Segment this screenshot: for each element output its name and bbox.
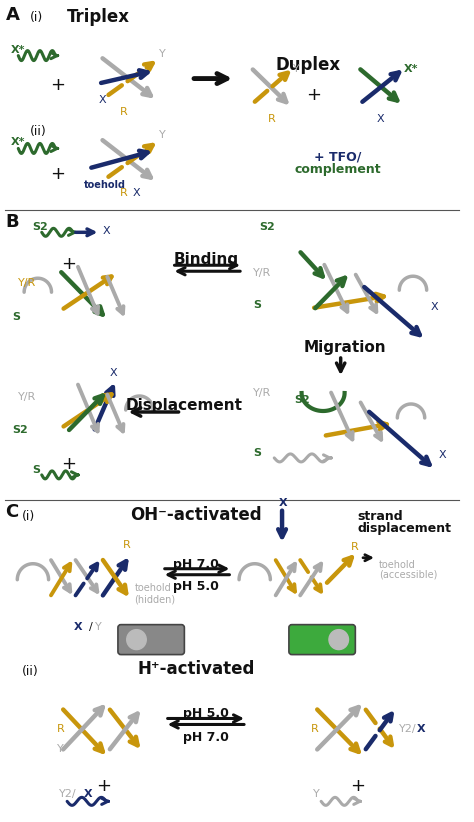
Text: X: X bbox=[102, 226, 110, 236]
Text: X: X bbox=[84, 789, 92, 799]
Text: X: X bbox=[99, 95, 106, 104]
Text: R: R bbox=[123, 540, 130, 550]
Text: A: A bbox=[6, 6, 19, 24]
FancyBboxPatch shape bbox=[118, 625, 184, 654]
Text: R: R bbox=[267, 113, 275, 123]
Text: R: R bbox=[120, 188, 128, 198]
Text: +: + bbox=[62, 455, 77, 473]
Text: Y: Y bbox=[293, 63, 300, 74]
Text: Y: Y bbox=[159, 48, 166, 58]
Text: toehold: toehold bbox=[135, 583, 171, 593]
Text: Y2/: Y2/ bbox=[399, 724, 417, 735]
Text: X*: X* bbox=[10, 44, 25, 54]
Text: OH⁻-activated: OH⁻-activated bbox=[130, 506, 262, 524]
Text: /: / bbox=[89, 621, 92, 631]
Text: +: + bbox=[50, 76, 65, 94]
Circle shape bbox=[329, 630, 348, 649]
Text: X: X bbox=[110, 368, 118, 378]
Text: X: X bbox=[417, 724, 426, 735]
Text: H⁺-activated: H⁺-activated bbox=[137, 659, 255, 677]
Text: S2: S2 bbox=[32, 222, 48, 233]
Text: X: X bbox=[377, 113, 384, 123]
Text: OFF: OFF bbox=[148, 635, 172, 644]
Text: X*: X* bbox=[404, 63, 419, 74]
Text: Binding: Binding bbox=[173, 252, 238, 267]
Text: Y/R: Y/R bbox=[253, 268, 271, 278]
Text: Displacement: Displacement bbox=[126, 398, 243, 413]
Text: Y: Y bbox=[313, 789, 320, 799]
Text: Migration: Migration bbox=[303, 340, 386, 355]
Text: Y: Y bbox=[95, 621, 102, 631]
Text: complement: complement bbox=[294, 164, 381, 177]
Text: X: X bbox=[430, 302, 438, 312]
Text: (accessible): (accessible) bbox=[379, 570, 437, 580]
Text: (ii): (ii) bbox=[22, 664, 39, 677]
Text: C: C bbox=[6, 503, 19, 521]
Text: strand: strand bbox=[357, 510, 403, 523]
Text: +: + bbox=[62, 256, 77, 273]
Text: X: X bbox=[438, 450, 446, 460]
Text: S: S bbox=[253, 300, 261, 310]
Text: Triplex: Triplex bbox=[67, 7, 130, 25]
Text: +: + bbox=[306, 85, 321, 104]
Text: X: X bbox=[133, 188, 140, 198]
Text: R: R bbox=[311, 724, 319, 735]
Text: Y/R: Y/R bbox=[18, 278, 36, 289]
Text: X*: X* bbox=[10, 137, 25, 147]
Text: S2: S2 bbox=[12, 425, 28, 435]
Text: (ii): (ii) bbox=[30, 126, 47, 138]
Text: +: + bbox=[50, 165, 65, 183]
Text: (i): (i) bbox=[30, 11, 43, 24]
Text: S: S bbox=[253, 448, 261, 458]
Text: pH 5.0: pH 5.0 bbox=[173, 580, 219, 593]
Text: pH 7.0: pH 7.0 bbox=[183, 732, 229, 745]
Text: S: S bbox=[12, 312, 20, 322]
Text: S2: S2 bbox=[260, 222, 275, 233]
Text: X: X bbox=[279, 498, 288, 508]
Text: Y2/: Y2/ bbox=[59, 789, 77, 799]
Text: ON: ON bbox=[306, 635, 325, 644]
Text: +: + bbox=[350, 778, 365, 796]
Text: R: R bbox=[350, 542, 358, 552]
Text: Y/R: Y/R bbox=[253, 388, 271, 398]
Text: pH 5.0: pH 5.0 bbox=[183, 708, 229, 721]
Text: pH 7.0: pH 7.0 bbox=[173, 558, 219, 570]
FancyBboxPatch shape bbox=[289, 625, 356, 654]
Text: +: + bbox=[96, 778, 111, 796]
Text: S: S bbox=[32, 465, 40, 475]
Text: (hidden): (hidden) bbox=[135, 594, 176, 605]
Text: X: X bbox=[74, 621, 82, 631]
Text: displacement: displacement bbox=[357, 522, 451, 535]
Text: + TFO/: + TFO/ bbox=[314, 150, 362, 164]
Text: (i): (i) bbox=[22, 510, 36, 523]
Text: toehold: toehold bbox=[379, 560, 416, 570]
Text: S2: S2 bbox=[294, 395, 310, 405]
Text: B: B bbox=[6, 214, 19, 231]
Text: toehold: toehold bbox=[84, 180, 126, 191]
Text: Y/R: Y/R bbox=[18, 392, 36, 402]
Text: Y: Y bbox=[57, 745, 64, 755]
Circle shape bbox=[127, 630, 146, 649]
Text: R: R bbox=[57, 724, 65, 735]
Text: Duplex: Duplex bbox=[276, 56, 341, 74]
Text: Y: Y bbox=[159, 131, 166, 141]
Text: R: R bbox=[120, 107, 128, 117]
